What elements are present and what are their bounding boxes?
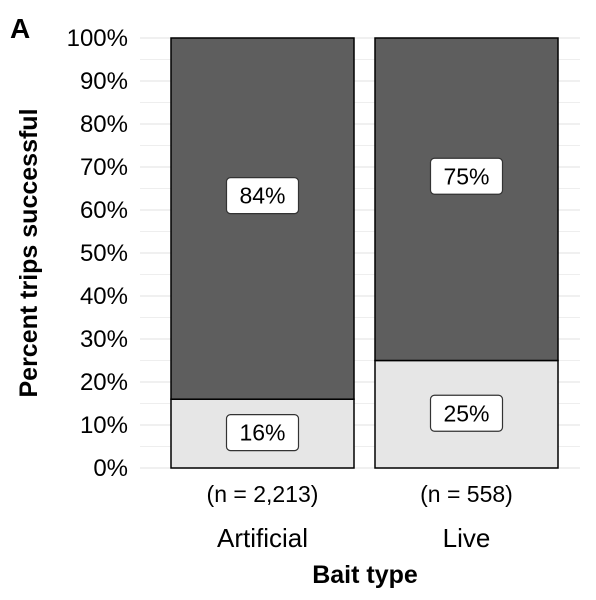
data-label: 84% (225, 177, 300, 215)
bars (170, 37, 559, 469)
data-label-text: 84% (239, 183, 285, 209)
bar-segment-successful (374, 37, 559, 362)
x-axis-categories: (n = 2,213) Artificial (n = 558) Live (207, 481, 513, 553)
panel-label: A (10, 13, 30, 44)
y-tick-label: 40% (80, 283, 128, 310)
data-label-box (225, 414, 300, 452)
y-tick-label: 20% (80, 369, 128, 396)
bar-segment-successful (170, 37, 355, 400)
sample-size-label: (n = 2,213) (207, 481, 319, 507)
x-category-label: Artificial (217, 523, 308, 553)
data-label: 25% (429, 394, 504, 432)
data-label-box (429, 157, 504, 195)
y-tick-label: 60% (80, 197, 128, 224)
y-tick-label: 10% (80, 412, 128, 439)
y-tick-label: 80% (80, 111, 128, 138)
data-label-text: 16% (239, 420, 285, 446)
x-axis-title: Bait type (312, 561, 418, 589)
data-label: 75% (429, 157, 504, 195)
y-tick-label: 0% (93, 455, 128, 482)
data-labels: 16% 84% 25% 75% (225, 157, 504, 452)
data-label: 16% (225, 414, 300, 452)
y-tick-label: 100% (67, 25, 128, 52)
data-label-text: 25% (443, 400, 489, 426)
y-tick-label: 50% (80, 240, 128, 267)
data-label-box (225, 177, 300, 215)
sample-size-label: (n = 558) (420, 481, 513, 507)
y-tick-label: 70% (80, 154, 128, 181)
y-axis-title: Percent trips successful (15, 108, 43, 397)
data-label-text: 75% (443, 163, 489, 189)
x-category-label: Live (443, 523, 491, 553)
y-tick-label: 90% (80, 68, 128, 95)
data-label-box (429, 394, 504, 432)
y-tick-label: 30% (80, 326, 128, 353)
y-axis-ticks: 0% 10% 20% 30% 40% 50% 60% 70% 80% 90% 100% (67, 25, 128, 482)
